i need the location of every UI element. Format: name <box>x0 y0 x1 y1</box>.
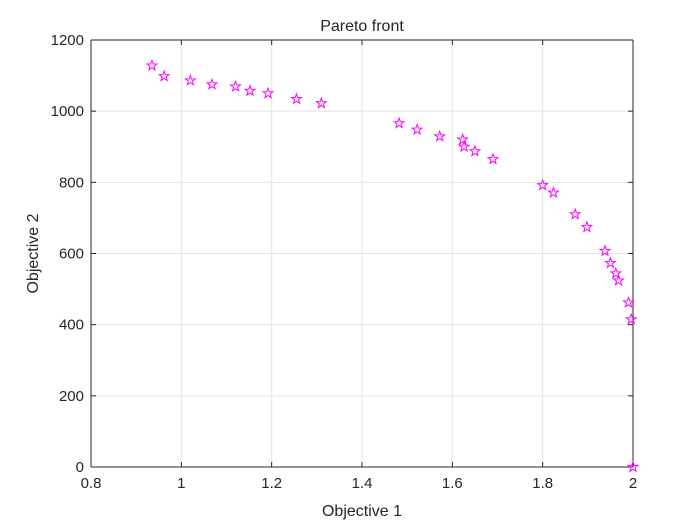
data-point-star-icon <box>433 129 447 142</box>
data-point-star-icon <box>183 73 197 87</box>
tick-labels: 0.8 1 1.2 1.4 1.6 1.8 2 0 200 400 600 800 1000 1200 <box>51 32 638 492</box>
chart-title: Pareto front <box>320 18 404 35</box>
y-tick-label: 600 <box>59 246 84 263</box>
x-tick-label: 1.8 <box>532 475 553 492</box>
data-point-star-icon <box>604 256 617 269</box>
data-point-star-icon <box>626 460 640 473</box>
data-point-star-icon <box>157 69 171 82</box>
x-axis-label: Objective 1 <box>322 503 402 520</box>
x-tick-label: 0.8 <box>81 475 102 492</box>
axes <box>90 39 634 468</box>
x-tick-label: 1.6 <box>442 475 463 492</box>
data-point-star-icon <box>568 207 582 220</box>
y-tick-label: 400 <box>59 317 84 334</box>
data-point-star-icon <box>609 266 623 279</box>
data-point-star-icon <box>468 144 482 157</box>
y-tick-label: 1200 <box>51 32 84 49</box>
y-tick-label: 800 <box>59 174 84 191</box>
data-point-star-icon <box>261 86 275 99</box>
data-point-star-icon <box>598 244 612 257</box>
y-tick-label: 200 <box>59 388 84 405</box>
data-point-star-icon <box>243 84 257 97</box>
x-tick-label: 1 <box>177 475 185 492</box>
y-tick-label: 0 <box>76 459 84 476</box>
y-tick-label: 1000 <box>51 103 84 120</box>
y-axis-label: Objective 2 <box>25 213 42 293</box>
data-point-star-icon <box>410 122 424 136</box>
data-point-star-icon <box>536 178 550 191</box>
data-point-star-icon <box>486 152 500 165</box>
data-point-star-icon <box>205 77 219 90</box>
data-point-star-icon <box>624 312 638 325</box>
data-point-star-icon <box>612 273 625 286</box>
data-point-star-icon <box>392 116 406 129</box>
x-tick-label: 1.4 <box>352 475 373 492</box>
x-tick-label: 2 <box>629 475 637 492</box>
data-point-star-icon <box>290 92 303 105</box>
data-point-star-icon <box>145 58 159 72</box>
data-point-star-icon <box>456 132 470 146</box>
data-point-star-icon <box>622 295 635 309</box>
data-points <box>145 58 640 473</box>
data-point-star-icon <box>229 79 242 93</box>
data-point-star-icon <box>457 140 471 153</box>
data-point-star-icon <box>547 185 560 199</box>
data-point-star-icon <box>580 220 594 233</box>
x-tick-label: 1.2 <box>261 475 282 492</box>
data-point-star-icon <box>314 96 328 109</box>
